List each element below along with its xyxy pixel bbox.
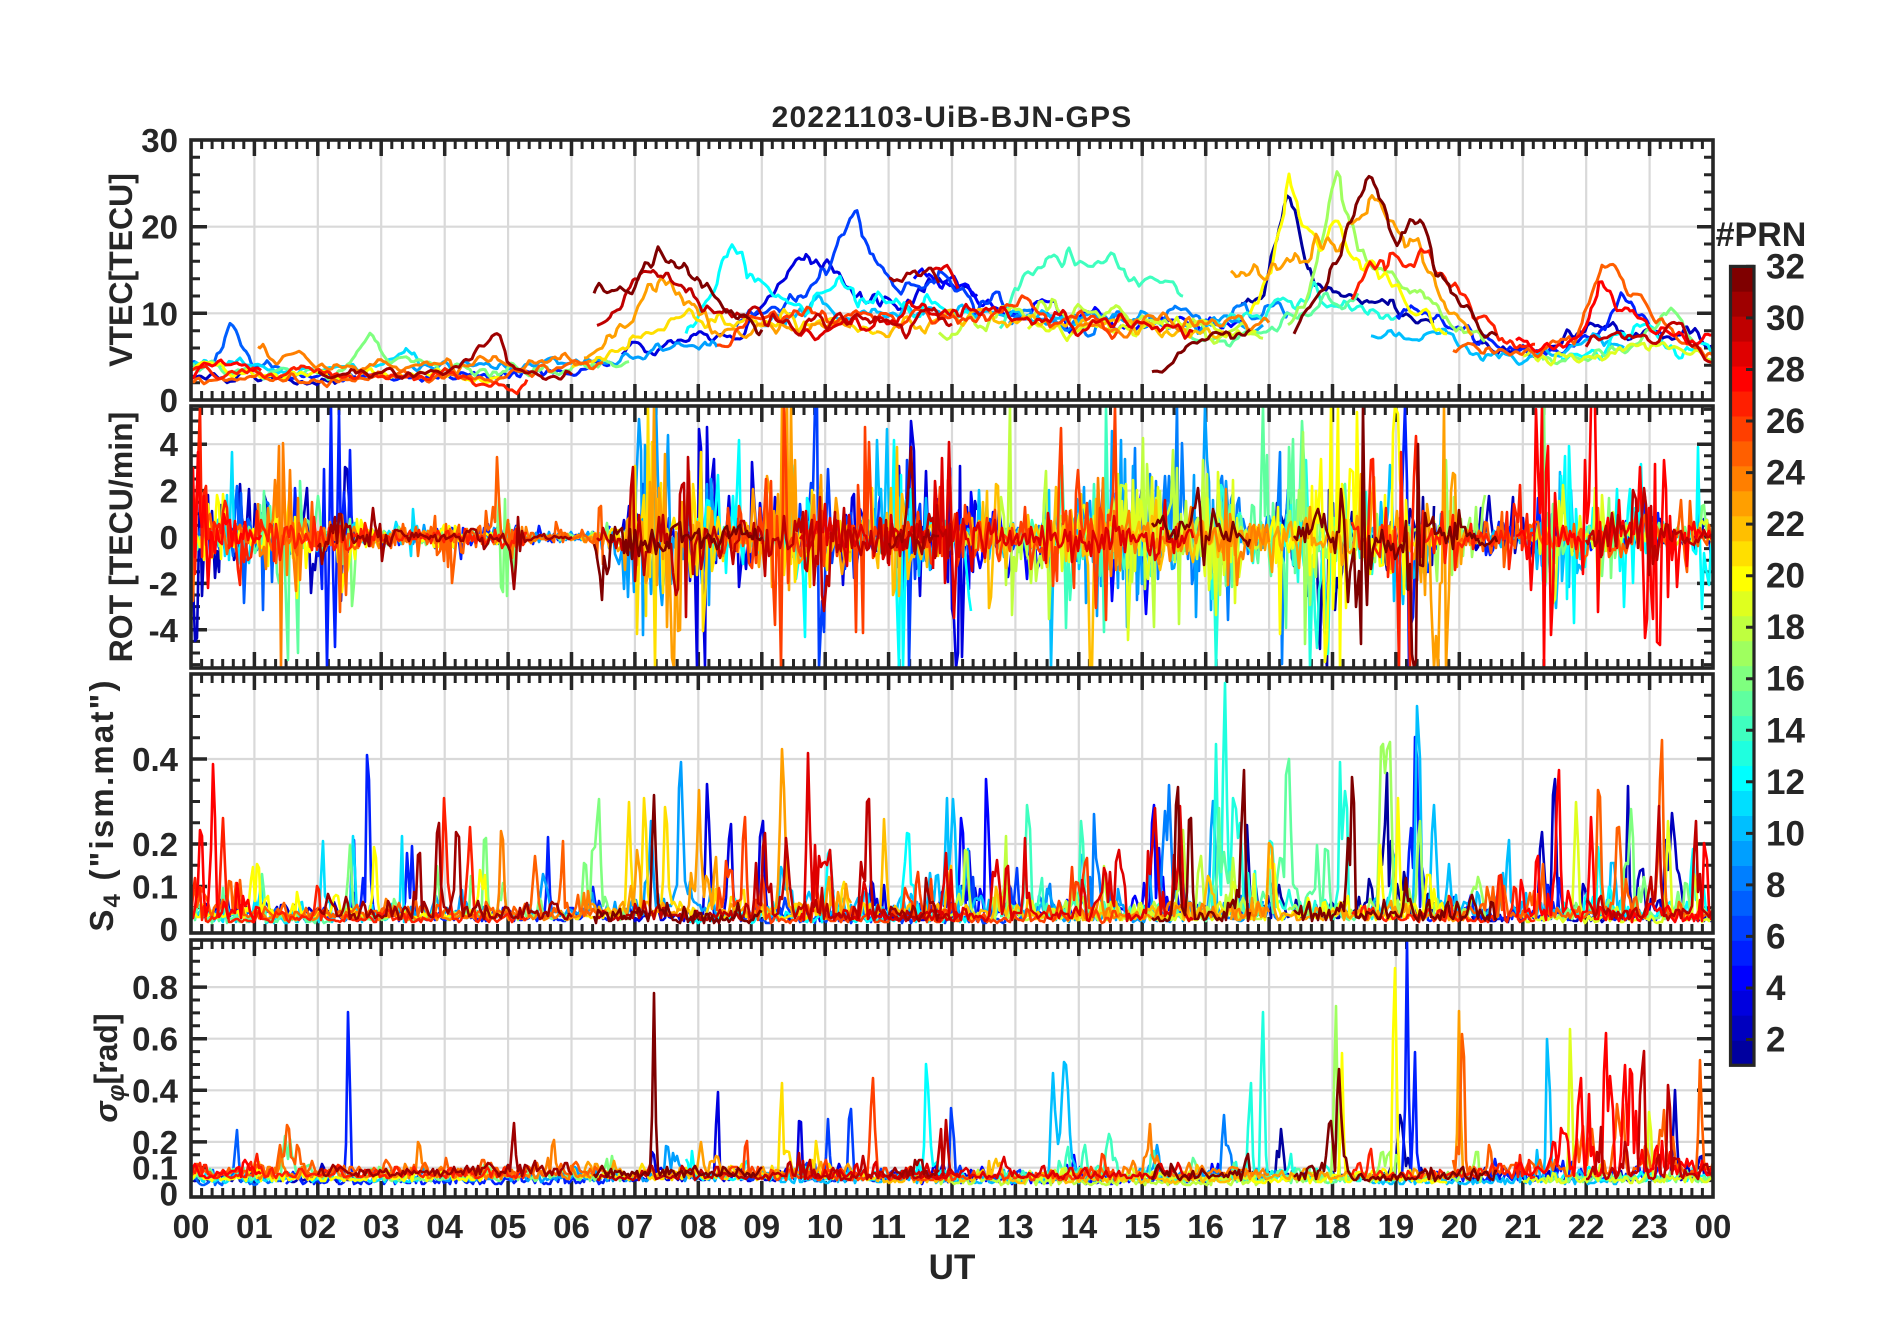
svg-text:0: 0 bbox=[160, 382, 178, 419]
svg-text:#PRN: #PRN bbox=[1716, 216, 1807, 254]
svg-text:2: 2 bbox=[1766, 1021, 1785, 1060]
svg-text:0.2: 0.2 bbox=[132, 826, 178, 863]
svg-text:0.1: 0.1 bbox=[132, 869, 178, 906]
svg-text:08: 08 bbox=[680, 1208, 717, 1245]
svg-text:22: 22 bbox=[1568, 1208, 1605, 1245]
svg-text:8: 8 bbox=[1766, 866, 1785, 905]
svg-text:32: 32 bbox=[1766, 247, 1805, 286]
svg-text:0.2: 0.2 bbox=[132, 1124, 178, 1161]
svg-text:20221103-UiB-BJN-GPS: 20221103-UiB-BJN-GPS bbox=[772, 101, 1133, 134]
svg-text:S4 ("ism.mat"): S4 ("ism.mat") bbox=[83, 678, 126, 931]
svg-text:13: 13 bbox=[997, 1208, 1034, 1245]
svg-text:20: 20 bbox=[1441, 1208, 1478, 1245]
svg-text:18: 18 bbox=[1314, 1208, 1351, 1245]
svg-text:20: 20 bbox=[1766, 557, 1805, 596]
svg-text:6: 6 bbox=[1766, 917, 1785, 956]
svg-text:12: 12 bbox=[934, 1208, 971, 1245]
svg-text:-2: -2 bbox=[149, 565, 178, 602]
svg-text:VTEC[TECU]: VTEC[TECU] bbox=[103, 173, 139, 367]
svg-text:0.8: 0.8 bbox=[132, 969, 178, 1006]
svg-text:01: 01 bbox=[236, 1208, 273, 1245]
svg-text:14: 14 bbox=[1060, 1208, 1097, 1245]
svg-text:24: 24 bbox=[1766, 454, 1805, 493]
svg-text:12: 12 bbox=[1766, 763, 1805, 802]
svg-text:26: 26 bbox=[1766, 402, 1805, 441]
svg-text:0.6: 0.6 bbox=[132, 1021, 178, 1058]
svg-text:11: 11 bbox=[871, 1208, 906, 1245]
svg-text:4: 4 bbox=[1766, 969, 1786, 1008]
svg-text:03: 03 bbox=[363, 1208, 400, 1245]
svg-text:00: 00 bbox=[173, 1208, 210, 1245]
svg-text:09: 09 bbox=[743, 1208, 780, 1245]
svg-text:10: 10 bbox=[1766, 814, 1805, 853]
svg-text:0: 0 bbox=[160, 911, 178, 948]
svg-text:-4: -4 bbox=[149, 612, 179, 649]
svg-text:21: 21 bbox=[1504, 1208, 1541, 1245]
svg-text:2: 2 bbox=[160, 473, 178, 510]
svg-text:05: 05 bbox=[490, 1208, 527, 1245]
svg-text:00: 00 bbox=[1695, 1208, 1732, 1245]
svg-text:18: 18 bbox=[1766, 608, 1805, 647]
svg-text:23: 23 bbox=[1631, 1208, 1668, 1245]
svg-text:22: 22 bbox=[1766, 505, 1805, 544]
svg-text:16: 16 bbox=[1766, 660, 1805, 699]
svg-text:4: 4 bbox=[160, 426, 179, 463]
svg-text:04: 04 bbox=[426, 1208, 463, 1245]
svg-text:02: 02 bbox=[299, 1208, 336, 1245]
svg-text:30: 30 bbox=[141, 122, 178, 159]
svg-text:20: 20 bbox=[141, 209, 178, 246]
svg-text:0.4: 0.4 bbox=[132, 1072, 179, 1109]
svg-text:0: 0 bbox=[160, 519, 178, 556]
svg-text:16: 16 bbox=[1187, 1208, 1224, 1245]
svg-text:UT: UT bbox=[929, 1248, 976, 1287]
svg-text:10: 10 bbox=[807, 1208, 844, 1245]
svg-text:0.4: 0.4 bbox=[132, 741, 179, 778]
svg-text:14: 14 bbox=[1766, 711, 1805, 750]
svg-text:15: 15 bbox=[1124, 1208, 1161, 1245]
svg-text:ROT [TECU/min]: ROT [TECU/min] bbox=[103, 412, 139, 663]
svg-text:06: 06 bbox=[553, 1208, 590, 1245]
svg-text:19: 19 bbox=[1378, 1208, 1415, 1245]
svg-text:30: 30 bbox=[1766, 299, 1805, 338]
svg-text:10: 10 bbox=[141, 295, 178, 332]
svg-text:17: 17 bbox=[1251, 1208, 1288, 1245]
svg-text:σφ[rad]: σφ[rad] bbox=[88, 1013, 130, 1122]
svg-text:07: 07 bbox=[617, 1208, 654, 1245]
svg-text:0: 0 bbox=[160, 1176, 178, 1213]
svg-text:28: 28 bbox=[1766, 350, 1805, 389]
svg-text:0.1: 0.1 bbox=[132, 1150, 178, 1187]
